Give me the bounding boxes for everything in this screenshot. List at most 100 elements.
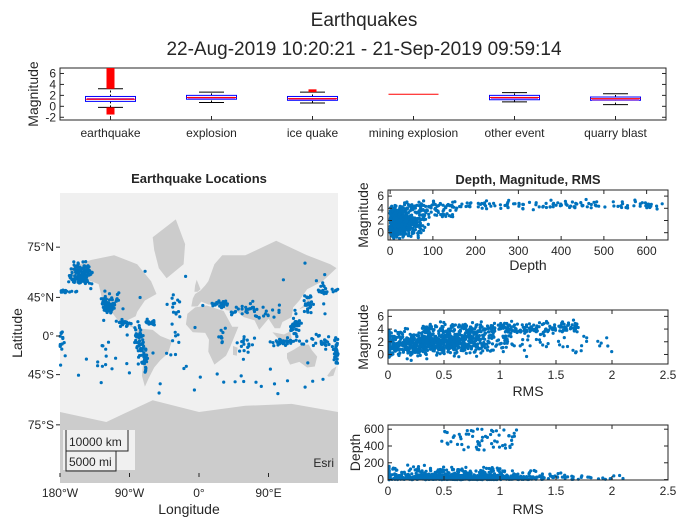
scatter-point [512,431,516,435]
scatter-point [464,351,468,355]
scatter-point [544,345,549,349]
scatter-point [521,202,526,207]
scatter-point [419,476,423,480]
scatter-point [566,323,570,327]
scatter-point [472,350,476,354]
earthquake-point [137,335,141,339]
figure-subtitle: 22-Aug-2019 10:20:21 - 21-Sep-2019 09:59… [166,39,562,60]
scatter-point [391,213,395,217]
scatter-point [559,471,563,475]
scatter-point [451,200,455,204]
scatter-point [492,477,496,481]
y-tick-label: 0 [377,226,384,240]
scatter-point [394,468,398,472]
x-tick-label: 0 [385,484,392,498]
scatter-point [587,201,591,206]
scatter-point [483,434,488,438]
earthquake-point [141,340,145,344]
earthquake-point [182,366,186,371]
y-tick-label: 600 [364,422,384,436]
scatter-point [474,445,478,449]
earthquake-point [99,297,103,301]
scatter-point [521,471,525,475]
scatter-point [479,346,483,350]
earthquake-point [171,305,175,309]
scatter-point [504,474,508,479]
earthquake-point [110,296,114,300]
scatter-point [421,324,425,328]
earthquake-point [104,363,108,367]
scatter-point [655,207,659,211]
box-quarry-blast [590,93,641,106]
box-other-event [489,92,540,103]
scatter-point [458,328,462,332]
earthquake-point [100,344,104,348]
scatter-point [458,204,462,209]
scatter-point [463,336,467,340]
scatter-point [556,475,560,479]
y-tick-label: 4 [49,77,56,91]
y-tick-label: 6 [377,189,384,203]
scatter-point [540,322,545,327]
scatter-point [487,470,491,474]
scatter-point [515,330,519,335]
scatter-point [561,325,565,329]
scatter-point [460,343,464,347]
scatter-point [504,345,508,349]
earthquake-point [142,359,146,363]
scatter-point [466,334,470,338]
earthquake-point [255,307,259,311]
earthquake-point [264,309,268,313]
scatter-point [553,323,557,327]
scatter-point [419,207,423,211]
scatter-point [537,338,542,342]
scatter-point [463,345,467,349]
earthquake-point [321,281,325,285]
earthquake-point [217,335,221,339]
scatter-point [417,351,421,355]
scatter-point [475,334,479,338]
scatter-point [570,200,575,204]
earthquake-point [309,311,313,315]
scatter-point [421,228,426,232]
earthquake-point [127,321,131,325]
earthquake-point [62,341,66,345]
earthquake-point [233,309,238,314]
earthquake-point [263,312,267,316]
x-axis-label: RMS [512,501,543,517]
earthquake-point [107,292,112,296]
scatter-point [405,207,409,211]
scatter-point [491,445,495,449]
y-tick-label: 0 [377,347,384,361]
earthquake-point [69,267,73,271]
scatter-point [456,346,460,350]
scatter-point [391,352,395,356]
scatter-point [435,204,439,208]
scatter-point [546,477,551,481]
scatter-point [411,219,415,223]
scatter-point [585,205,589,209]
scatter-point [500,346,504,350]
earthquake-point [143,269,147,273]
scatter-point [537,325,541,329]
scatter-point [454,351,458,355]
scatter-point [521,206,525,211]
scatter-point [542,330,547,334]
earthquake-point [271,341,275,345]
scatter-point [655,204,659,208]
scatter-point [398,229,402,233]
scatter-point [632,204,636,208]
scatter-point [400,332,405,336]
scatter-point [389,217,393,221]
scatter-point [573,205,577,209]
scatter-point [441,328,445,332]
earthquake-point [306,307,310,311]
scatter-point [394,476,398,480]
earthquake-locations-map: 180°W 90°W 0° 90°E 75°N 45°N 0° 45°S 75°S Earthqu… [9,171,340,517]
earthquake-point [165,302,169,306]
scatter-point [464,465,468,469]
earthquake-point [78,265,82,269]
scatter-point [409,215,413,219]
earthquake-point [334,352,338,356]
scatter-point [478,323,483,327]
